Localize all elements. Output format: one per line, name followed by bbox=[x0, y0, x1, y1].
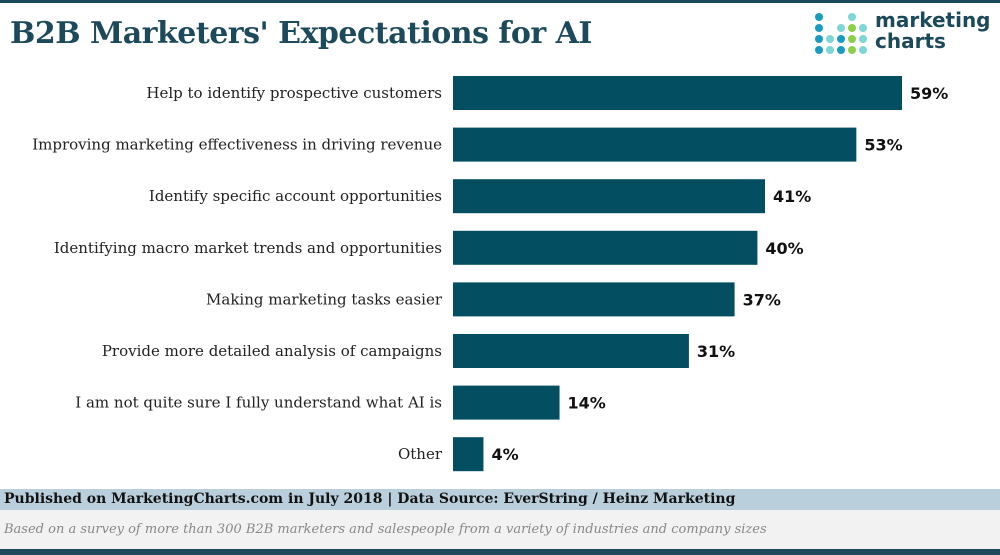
top-border bbox=[0, 0, 1000, 3]
logo-dot bbox=[826, 35, 834, 43]
data-label: 53% bbox=[864, 136, 902, 155]
category-label: Making marketing tasks easier bbox=[206, 290, 443, 308]
logo-dot bbox=[815, 24, 823, 32]
category-label: I am not quite sure I fully understand w… bbox=[75, 394, 442, 412]
logo-dot bbox=[848, 24, 856, 32]
bar bbox=[453, 179, 766, 214]
category-label: Identify specific account opportunities bbox=[149, 187, 442, 205]
logo-text: marketing charts bbox=[875, 10, 991, 52]
logo-dot bbox=[859, 24, 867, 32]
bar bbox=[453, 127, 857, 162]
category-label: Other bbox=[398, 445, 443, 463]
data-label: 4% bbox=[491, 445, 518, 464]
bar bbox=[453, 334, 689, 368]
logo-dot bbox=[848, 46, 856, 54]
bar-chart: Help to identify prospective customers 59… bbox=[32, 76, 948, 472]
logo-dot bbox=[815, 35, 823, 43]
logo-line2: charts bbox=[875, 29, 946, 53]
bar bbox=[453, 437, 484, 472]
data-label: 37% bbox=[743, 290, 781, 309]
data-label: 41% bbox=[773, 187, 811, 206]
category-label: Provide more detailed analysis of campai… bbox=[102, 342, 442, 360]
logo-dot bbox=[815, 46, 823, 54]
bottom-border bbox=[0, 549, 1000, 555]
category-label: Improving marketing effectiveness in dri… bbox=[32, 136, 442, 154]
logo-dot bbox=[815, 13, 823, 21]
logo-dot bbox=[837, 46, 845, 54]
logo-dot bbox=[848, 35, 856, 43]
logo-line1: marketing bbox=[875, 8, 991, 32]
logo-dot bbox=[848, 13, 856, 21]
bar bbox=[453, 230, 758, 265]
logo-dot bbox=[837, 35, 845, 43]
data-label: 31% bbox=[697, 342, 735, 361]
source-footer: Published on MarketingCharts.com in July… bbox=[0, 489, 1000, 510]
survey-note: Based on a survey of more than 300 B2B m… bbox=[0, 510, 1000, 549]
category-label: Identifying macro market trends and oppo… bbox=[54, 239, 442, 257]
logo-dot bbox=[859, 46, 867, 54]
data-label: 40% bbox=[765, 239, 803, 258]
bar bbox=[453, 385, 560, 420]
marketingcharts-logo: marketing charts bbox=[815, 10, 995, 60]
data-label: 59% bbox=[910, 84, 948, 103]
data-label: 14% bbox=[568, 394, 606, 413]
chart-title: B2B Marketers' Expectations for AI bbox=[10, 16, 592, 51]
category-label: Help to identify prospective customers bbox=[146, 84, 442, 102]
logo-dot bbox=[826, 46, 834, 54]
logo-dot bbox=[837, 24, 845, 32]
logo-dot bbox=[859, 35, 867, 43]
bar bbox=[453, 76, 902, 110]
bar bbox=[453, 282, 735, 317]
